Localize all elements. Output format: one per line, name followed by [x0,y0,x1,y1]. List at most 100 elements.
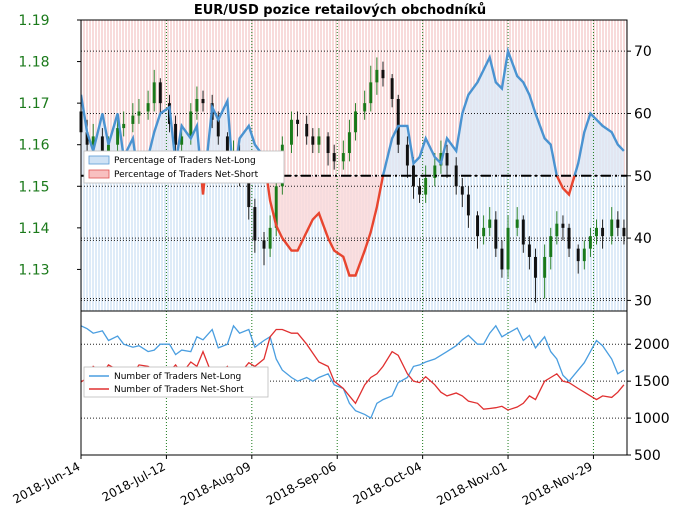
candle-body [521,219,525,245]
x-tick-label: 2018-Oct-04 [351,459,424,507]
candle-body [549,236,553,257]
legend-label-net-short: Number of Traders Net-Short [114,385,244,395]
candle-body [296,119,300,124]
candle-body [476,215,480,237]
candle-body [180,136,184,145]
candle-body [588,236,592,249]
right-tick-label: 70 [634,44,652,60]
x-tick-label: 2018-Jun-14 [11,459,83,506]
x-tick-label: 2018-Aug-09 [178,459,253,508]
legend-label-long: Percentage of Traders Net-Long [114,156,256,166]
candle-body [354,111,357,133]
candle-body [332,153,336,162]
candle-body [381,69,385,79]
left-tick-label: 1.17 [18,96,49,112]
candle-body [500,248,504,270]
bottom-plot-frame [80,310,628,456]
bottom-right-tick-label: 500 [634,448,661,464]
legend-label-short: Percentage of Traders Net-Short [114,170,259,180]
candle-body [347,132,351,154]
candle-body [527,244,531,257]
candle-body [268,227,272,249]
top-legend: Percentage of Traders Net-Long Percentag… [83,150,285,184]
candle-body [363,103,367,112]
candle-body [433,165,437,178]
candle-body [152,82,156,104]
net-long-hatch [81,175,627,311]
candle-body [494,219,498,249]
candle-body [326,136,330,154]
candle-body [305,123,309,137]
candle-body [555,223,559,237]
bottom-legend-box [83,366,269,398]
candle-body [189,111,193,137]
candle-body [146,103,150,112]
right-tick-label: 30 [634,293,652,309]
legend-swatch-long [88,155,110,165]
candle-body [106,144,110,154]
candle-body [137,111,141,116]
candle-body [543,256,547,278]
candle-body [201,98,205,104]
candle-body [317,136,321,145]
candle-body [482,227,486,237]
candle-body [85,132,89,145]
candle-body [91,136,95,145]
net-short-count-line [80,328,625,411]
left-tick-label: 1.15 [18,179,49,195]
x-tick-label: 2018-Nov-29 [520,459,595,508]
candle-body [262,240,266,249]
x-axis: 2018-Jun-14 2018-Jul-12 2018-Aug-09 2018-Se… [11,455,595,508]
left-tick-label: 1.19 [18,13,49,29]
candle-body [289,119,293,145]
right-tick-label: 40 [634,231,652,247]
candle-body [622,227,626,237]
candle-body [567,227,571,249]
candle-body [225,136,229,158]
candle-body [424,177,428,195]
net-long-count-line [80,324,625,420]
candle-body [253,207,257,241]
candle-body [582,248,586,262]
candle-body [601,227,605,237]
candle-body [216,119,220,137]
left-tick-label: 1.14 [18,221,49,237]
percent-net-short-line [136,175,576,277]
candle-body [595,227,598,237]
candle-body [412,165,415,187]
net-short-area [81,175,624,276]
right-tick-label: 50 [634,169,652,185]
bottom-right-tick-label: 1500 [634,374,670,390]
candle-body [174,123,178,145]
candle-body [369,82,373,104]
candle-body [418,186,422,195]
candle-body [341,153,345,162]
right-tick-label: 60 [634,106,652,122]
candle-body [274,186,278,228]
bottom-legend: Number of Traders Net-Long Number of Tra… [83,366,269,398]
candle-body [616,219,620,228]
candle-body [131,115,135,124]
candle-body [375,69,379,83]
candle-body [396,98,400,145]
candle-body [534,256,537,278]
top-legend-box [83,150,285,184]
candle-body [247,177,251,208]
candle-body [390,78,394,99]
left-tick-label: 1.16 [18,138,49,154]
candle-body [158,82,162,104]
net-long-area [81,51,624,176]
x-tick-label: 2018-Sep-06 [264,459,339,508]
bottom-right-tick-label: 1000 [634,411,670,427]
candle-body [405,144,409,166]
left-tick-label: 1.13 [18,262,49,278]
legend-label-net-long: Number of Traders Net-Long [114,372,241,382]
left-tick-label: 1.18 [18,55,49,71]
candle-body [561,223,565,228]
candle-body [311,136,315,145]
candle-body [610,219,614,237]
candle-body [116,128,120,145]
chart-title: EUR/USD pozice retailových obchodníků [194,3,486,18]
candle-body [445,153,449,166]
